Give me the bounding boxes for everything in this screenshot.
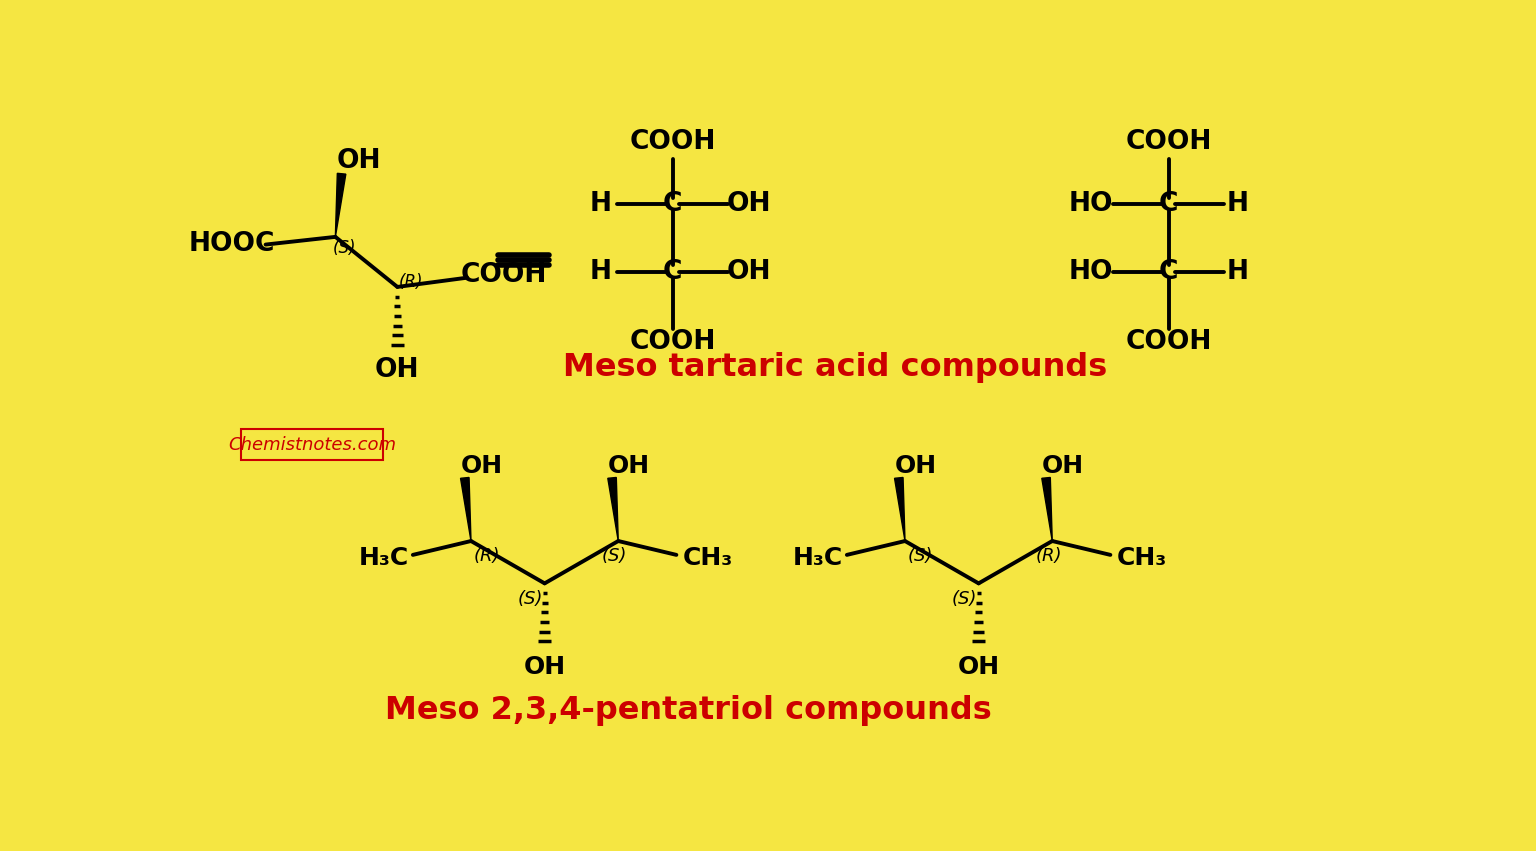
Text: COOH: COOH <box>1126 129 1212 155</box>
Text: (S): (S) <box>518 590 544 608</box>
Text: OH: OH <box>375 357 419 383</box>
Text: OH: OH <box>957 654 1000 678</box>
Text: C: C <box>664 259 682 284</box>
Text: OH: OH <box>895 454 937 477</box>
Text: H: H <box>590 259 611 284</box>
Text: OH: OH <box>727 191 771 217</box>
Text: OH: OH <box>461 454 502 477</box>
Polygon shape <box>894 477 905 541</box>
Text: HO: HO <box>1069 259 1114 284</box>
Text: OH: OH <box>524 654 565 678</box>
Text: C: C <box>664 191 682 217</box>
Text: H: H <box>1226 259 1249 284</box>
Text: CH₃: CH₃ <box>682 546 733 570</box>
Text: COOH: COOH <box>461 261 547 288</box>
Text: (R): (R) <box>399 273 424 291</box>
Text: Chemistnotes.com: Chemistnotes.com <box>229 436 396 454</box>
Polygon shape <box>335 174 346 237</box>
Polygon shape <box>1041 477 1052 541</box>
Text: (S): (S) <box>333 238 356 257</box>
Text: H₃C: H₃C <box>359 546 409 570</box>
Text: (R): (R) <box>473 547 499 565</box>
Text: OH: OH <box>727 259 771 284</box>
Text: (S): (S) <box>952 590 977 608</box>
Text: HOOC: HOOC <box>189 231 275 257</box>
Text: OH: OH <box>1041 454 1084 477</box>
Text: COOH: COOH <box>630 129 716 155</box>
Text: COOH: COOH <box>1126 328 1212 355</box>
Text: COOH: COOH <box>630 328 716 355</box>
Text: C: C <box>1158 259 1178 284</box>
Text: HO: HO <box>1069 191 1114 217</box>
Text: OH: OH <box>336 148 381 174</box>
Text: Meso tartaric acid compounds: Meso tartaric acid compounds <box>564 352 1107 383</box>
Text: (S): (S) <box>908 547 934 565</box>
Text: H₃C: H₃C <box>793 546 843 570</box>
FancyBboxPatch shape <box>241 430 384 460</box>
Text: (R): (R) <box>1035 547 1061 565</box>
Text: CH₃: CH₃ <box>1117 546 1166 570</box>
Text: Meso 2,3,4-pentatriol compounds: Meso 2,3,4-pentatriol compounds <box>384 695 991 726</box>
Text: C: C <box>1158 191 1178 217</box>
Polygon shape <box>608 477 619 541</box>
Text: (S): (S) <box>602 547 627 565</box>
Text: H: H <box>590 191 611 217</box>
Text: OH: OH <box>608 454 650 477</box>
Polygon shape <box>461 477 472 541</box>
Text: H: H <box>1226 191 1249 217</box>
